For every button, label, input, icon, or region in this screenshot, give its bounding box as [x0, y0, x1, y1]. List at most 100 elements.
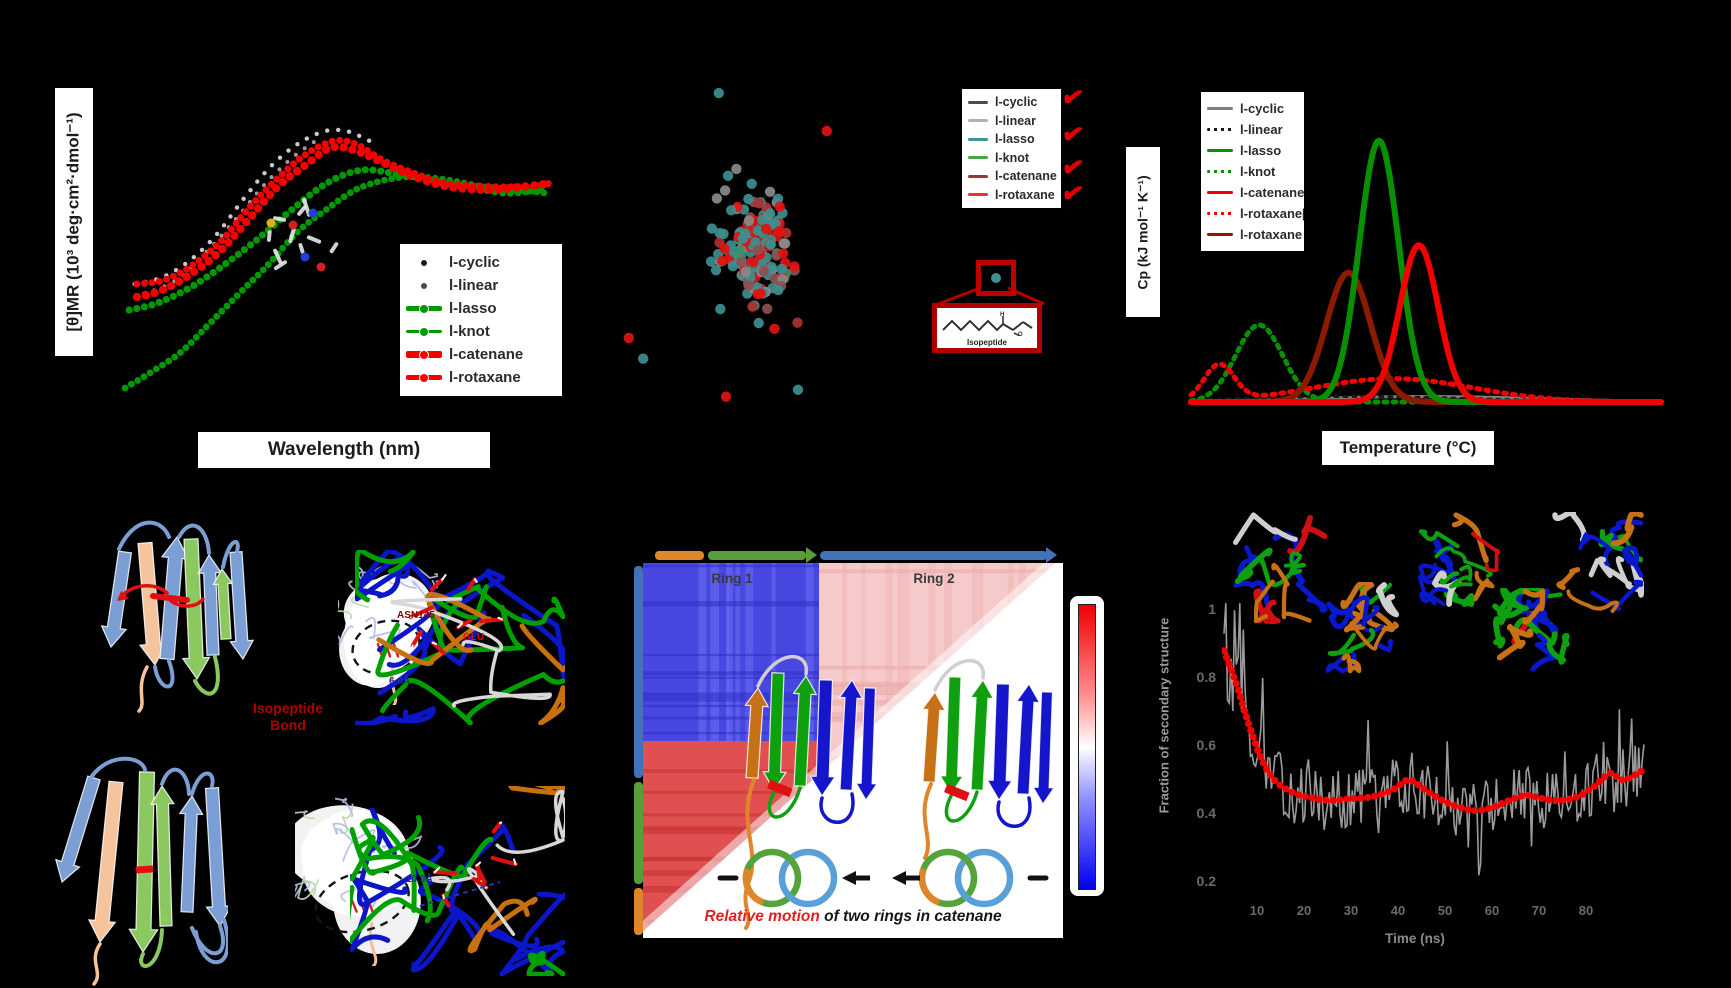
cd-y-axis-label-box: [θ]MR (10³ deg·cm²·dmol⁻¹) — [55, 88, 93, 356]
legend-item-l-knot: l-knot — [406, 320, 556, 343]
x-tick-label: 30 — [1343, 903, 1359, 918]
legend-marker — [968, 174, 988, 178]
dsc-x-axis-label-box: Temperature (°C) — [1322, 431, 1494, 465]
legend-marker — [968, 156, 988, 160]
legend-label: l-rotaxane[ — [1240, 206, 1304, 221]
y-tick-label: 0.8 — [1196, 669, 1216, 685]
legend-label: l-linear — [1240, 122, 1283, 137]
catenane-ring1-structure — [743, 654, 879, 930]
colorbar-frame — [1070, 596, 1104, 896]
cd-chart — [121, 127, 552, 392]
segment-bar-orange-left — [634, 888, 643, 935]
legend-label: l-knot — [995, 150, 1030, 165]
dsc-y-axis-label-box: Cp (kJ mol⁻¹ K⁻¹) — [1126, 147, 1160, 317]
highlighted-point — [991, 273, 1001, 283]
legend-item-l-cyclic: l-cyclic — [406, 251, 556, 274]
legend-marker — [406, 349, 442, 360]
cd-legend: l-cyclic l-linear l-lasso l-knot l-catenane l… — [400, 244, 562, 396]
legend-label: l-catenane — [1240, 185, 1304, 200]
legend-item-l-linear: l-linear — [406, 274, 556, 297]
zoom-square-outline — [976, 260, 1016, 296]
caption-highlight: Relative motion — [704, 908, 820, 925]
legend-marker — [1207, 232, 1233, 237]
legend-label: l-cyclic — [449, 254, 500, 271]
segment-bar-orange-top — [655, 551, 704, 560]
x-tick-label: 80 — [1578, 903, 1594, 918]
legend-item-l-rotaxane: l-rotaxane — [406, 366, 556, 389]
legend-marker — [406, 303, 442, 314]
segment-bar-blue-top — [820, 551, 1048, 560]
cd-x-axis-label: Wavelength (nm) — [267, 439, 421, 460]
beta-barrel-cartoon-top — [100, 520, 255, 713]
conformation-scatter-chart — [623, 87, 832, 402]
segment-bar-blue-left — [634, 566, 643, 778]
isopeptide-inset-label: Isopeptide — [966, 338, 1007, 347]
legend-label: l-rotaxane — [995, 187, 1055, 202]
legend-item-l-knot: l-knot — [968, 149, 1055, 168]
x-tick-label: 10 — [1249, 903, 1265, 918]
svg-text:O: O — [1018, 332, 1023, 336]
legend-marker — [1207, 106, 1233, 111]
x-tick-label: 60 — [1484, 903, 1500, 918]
legend-marker — [1207, 148, 1233, 153]
legend-item-l-linear: l-linear — [1207, 119, 1298, 140]
blue-bar-arrowhead — [1046, 547, 1057, 563]
caption-rest: of two rings in catenane — [819, 908, 1002, 925]
legend-item-l-linear: l-linear — [968, 112, 1055, 131]
heatmap-caption: Relative motion of two rings in catenane — [648, 908, 1058, 926]
x-tick-label: 20 — [1296, 903, 1312, 918]
legend-item-l-rotaxane-: l-rotaxane[ — [1207, 203, 1304, 224]
legend-marker — [406, 372, 442, 383]
legend-label: l-lasso — [1240, 143, 1282, 158]
stick-view-bottom — [350, 786, 565, 976]
distance-label: 6.0Å — [389, 676, 411, 687]
distance-label: 10.9Å — [406, 874, 433, 885]
legend-label: l-rotaxane — [449, 369, 521, 386]
legend-marker — [968, 193, 988, 197]
legend-item-l-lasso: l-lasso — [968, 130, 1055, 149]
snapshot-structure-3 — [1418, 512, 1501, 607]
legend-label: l-catenane — [995, 169, 1057, 184]
legend-marker — [1207, 211, 1233, 216]
catenane-ring2-structure — [921, 658, 1056, 860]
legend-item-l-lasso: l-lasso — [406, 297, 556, 320]
stick-view-top — [355, 550, 565, 725]
y-tick-label: 0.6 — [1196, 737, 1216, 753]
bond-closeup-bottom: 10.9Å — [350, 786, 565, 976]
y-tick-label: 1 — [1208, 601, 1216, 617]
red-check-icon: ✔ — [1059, 80, 1087, 114]
legend-item-l-rotaxane: l-rotaxane — [1207, 224, 1302, 245]
legend-item-l-cyclic: l-cyclic — [968, 93, 1055, 112]
snapshot-structure-1 — [1233, 512, 1328, 624]
snapshot-structure-2 — [1326, 582, 1400, 674]
legend-marker — [406, 326, 442, 337]
skeletal-formula: HO — [942, 312, 1033, 336]
x-tick-label: 50 — [1437, 903, 1453, 918]
legend-item-l-catenane: l-catenane — [968, 167, 1057, 186]
snapshot-structure-5 — [1552, 512, 1644, 613]
legend-item-l-knot: l-knot — [1207, 161, 1298, 182]
legend-item-l-lasso: l-lasso — [1207, 140, 1298, 161]
legend-item-l-cyclic: l-cyclic — [1207, 98, 1298, 119]
legend-marker — [406, 282, 442, 289]
cd-x-axis-label-box: Wavelength (nm) — [198, 432, 490, 468]
legend-marker — [1207, 190, 1233, 195]
green-bar-arrowhead — [806, 547, 817, 563]
legend-item-l-catenane: l-catenane — [406, 343, 556, 366]
secondary-structure-chart — [1222, 603, 1645, 876]
legend-label: l-knot — [1240, 164, 1276, 179]
bond-closeup-top: ASN145 GLU 6.0Å — [355, 550, 565, 725]
legend-label: l-cyclic — [995, 95, 1038, 110]
legend-item-l-catenane: l-catenane — [1207, 182, 1304, 203]
time-y-axis-label: Fraction of secondary structure — [1156, 617, 1172, 814]
dsc-x-axis-label: Temperature (°C) — [1339, 438, 1477, 457]
isopeptide-bond-label: Isopeptide Bond — [252, 700, 323, 733]
colorbar-gradient — [1078, 604, 1096, 890]
legend-marker — [1207, 169, 1233, 174]
legend-label: l-lasso — [995, 132, 1035, 147]
residue-label: ASN145 — [397, 610, 435, 621]
legend-label: l-catenane — [449, 346, 524, 363]
legend-label: l-rotaxane — [1240, 227, 1303, 242]
dsc-y-axis-label: Cp (kJ mol⁻¹ K⁻¹) — [1134, 174, 1151, 290]
legend-label: l-lasso — [449, 300, 497, 317]
